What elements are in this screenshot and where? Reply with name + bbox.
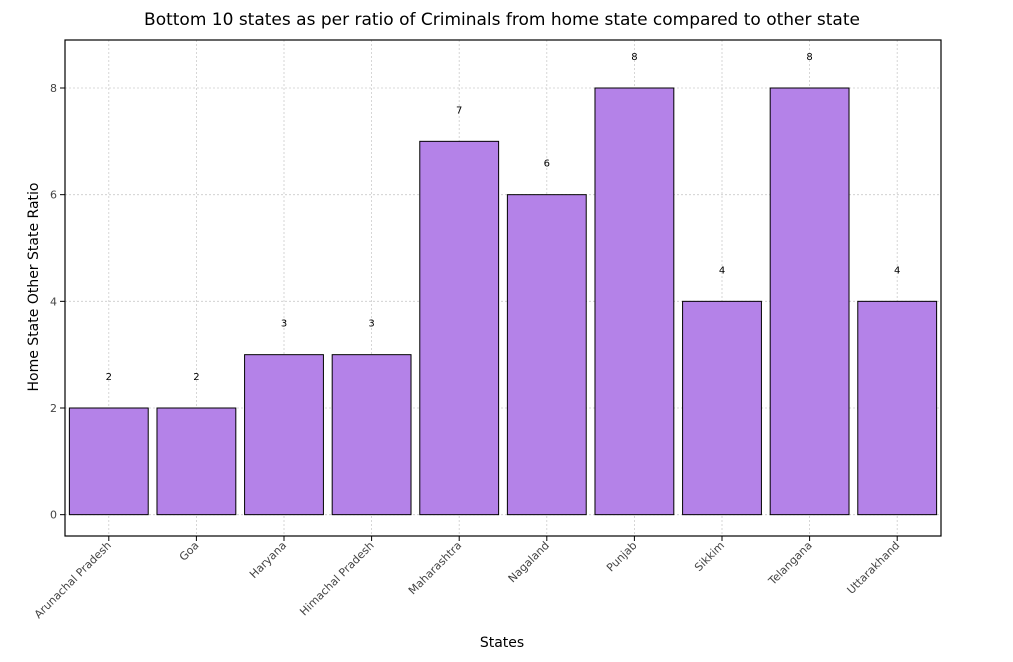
data-label: 8 [806,52,812,63]
bar [244,354,324,516]
bars [68,87,938,516]
bar [331,354,412,516]
x-tick-label: Telangana [765,539,814,588]
x-axis: Arunachal Pradesh Goa Haryana Himachal Prad… [32,536,903,621]
y-axis-label: Home State Other State Ratio [26,183,42,392]
y-tick-label: 0 [50,509,57,522]
x-tick-label: Nagaland [506,539,552,585]
x-tick-label: Himachal Pradesh [297,539,376,618]
data-label: 3 [281,319,287,330]
bar [857,300,938,516]
x-tick-label: Punjab [604,539,639,574]
x-tick-label: Arunachal Pradesh [32,539,114,621]
y-tick-label: 8 [50,82,57,95]
data-label: 8 [631,52,637,63]
data-label: 4 [894,265,900,276]
data-label: 3 [368,319,374,330]
data-label: 2 [106,372,112,383]
data-labels: 2 2 3 3 7 6 8 4 8 4 [106,52,901,383]
chart-title: Bottom 10 states as per ratio of Crimina… [144,10,860,30]
x-tick-label: Goa [177,539,202,564]
data-label: 4 [719,265,725,276]
bar [506,194,587,516]
x-tick-label: Uttarakhand [845,539,903,597]
plot-frame [64,39,942,537]
x-tick-label: Maharashtra [406,539,464,597]
y-tick-label: 4 [50,295,57,308]
bar [682,300,762,516]
bar [419,140,500,516]
y-tick-label: 6 [50,189,57,202]
x-tick-label: Haryana [247,539,289,581]
bar [769,87,850,516]
data-label: 2 [193,372,199,383]
x-axis-label: States [480,635,524,651]
y-axis: 0 2 4 6 8 [50,82,65,522]
y-tick-label: 2 [50,402,57,415]
data-label: 6 [544,159,550,170]
bar [594,87,675,516]
data-label: 7 [456,105,462,116]
bar [68,407,149,516]
bar [156,407,237,516]
x-tick-label: Sikkim [692,539,727,574]
